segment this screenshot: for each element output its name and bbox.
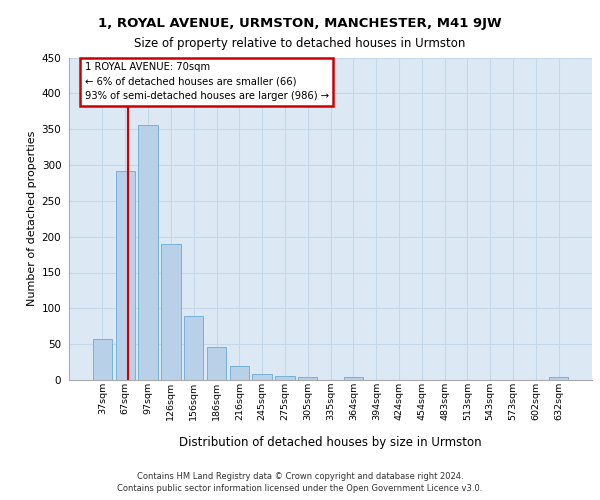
Bar (161, 244, 181, 380)
Bar (344, 377, 363, 380)
Bar (184, 316, 203, 380)
Text: Distribution of detached houses by size in Urmston: Distribution of detached houses by size … (179, 436, 481, 449)
Bar (298, 377, 317, 380)
Bar (253, 374, 272, 380)
Text: 1 ROYAL AVENUE: 70sqm
← 6% of detached houses are smaller (66)
93% of semi-detac: 1 ROYAL AVENUE: 70sqm ← 6% of detached h… (85, 62, 329, 101)
Bar (275, 376, 295, 380)
Text: Contains HM Land Registry data © Crown copyright and database right 2024.: Contains HM Land Registry data © Crown c… (137, 472, 463, 481)
Text: Size of property relative to detached houses in Urmston: Size of property relative to detached ho… (134, 38, 466, 51)
Text: Contains public sector information licensed under the Open Government Licence v3: Contains public sector information licen… (118, 484, 482, 493)
Bar (116, 172, 135, 380)
Bar (139, 125, 158, 380)
Bar (207, 347, 226, 380)
Bar (549, 377, 568, 380)
Y-axis label: Number of detached properties: Number of detached properties (28, 131, 37, 306)
Bar (230, 366, 249, 380)
Bar (93, 339, 112, 380)
Text: 1, ROYAL AVENUE, URMSTON, MANCHESTER, M41 9JW: 1, ROYAL AVENUE, URMSTON, MANCHESTER, M4… (98, 18, 502, 30)
